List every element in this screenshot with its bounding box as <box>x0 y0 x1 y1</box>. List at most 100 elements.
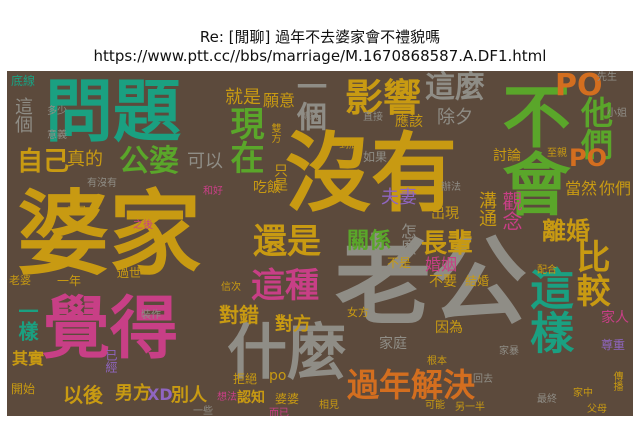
word: 關係 <box>347 229 392 254</box>
word: 而已 <box>269 408 289 417</box>
word: 對方 <box>275 314 311 335</box>
word: 根本 <box>427 356 447 367</box>
word: 家人 <box>601 310 629 326</box>
word: 工具 <box>67 206 87 217</box>
word: 自己 <box>17 147 70 177</box>
word: 問題 <box>45 73 182 152</box>
word: 夫妻 <box>381 187 417 208</box>
word: 女方 <box>347 306 369 319</box>
word: 相見 <box>319 400 339 411</box>
word: 一年 <box>57 274 82 288</box>
thread-title: Re: [閒聊] 過年不去婆家會不禮貌嗎 <box>199 28 441 46</box>
word: PO <box>555 71 603 103</box>
word: 覺得 <box>42 290 179 369</box>
word: 配合 <box>537 265 557 276</box>
word: 這種 <box>251 266 319 306</box>
word: 還是 <box>253 222 321 262</box>
word: 可能 <box>425 400 445 411</box>
word: XD <box>147 385 173 404</box>
word: 你們 <box>599 179 632 198</box>
word: 開始 <box>11 382 36 396</box>
word: 其實 <box>12 349 45 368</box>
word: 真的 <box>67 149 103 170</box>
word: 這個 <box>12 97 33 133</box>
word: 當然 <box>565 179 598 198</box>
word: 溝通 <box>476 191 497 227</box>
word: 婆家 <box>17 181 202 288</box>
word: 離婚 <box>542 217 590 245</box>
word-cloud: 問題 沒有 不會 婆家 老公 覺得 什麼 這樣 影響 這麼 一個 現在 公婆 自… <box>7 71 633 416</box>
word: 現在 <box>224 106 264 174</box>
word: 先生 <box>597 72 617 83</box>
word: 出現 <box>431 206 459 222</box>
word: 比較 <box>570 239 610 307</box>
word: 吃飯 <box>253 180 281 196</box>
word: 之後 <box>133 220 153 231</box>
word: 可以 <box>187 151 223 172</box>
word: 老公 <box>335 226 527 338</box>
word: 家庭 <box>379 336 407 352</box>
word: 這麼 <box>425 71 485 105</box>
word: 到底 <box>339 140 359 151</box>
word: 不會 <box>490 81 569 217</box>
word: 公婆 <box>119 144 179 179</box>
word: 小姐 <box>607 108 627 119</box>
word: 如果 <box>363 150 388 164</box>
word: 有沒有 <box>87 178 117 189</box>
word: 結婚 <box>465 274 490 288</box>
word: 別人 <box>171 385 207 406</box>
word: 意義 <box>47 130 67 141</box>
word: 以後 <box>63 383 103 407</box>
header: Re: [閒聊] 過年不去婆家會不禮貌嗎 https://www.ptt.cc/… <box>0 0 640 70</box>
word: 一樣 <box>15 301 39 341</box>
word: 什麼 <box>227 318 347 388</box>
word: 另一半 <box>455 402 485 413</box>
word: 拒絕 <box>233 372 258 386</box>
word: po <box>269 368 287 384</box>
word: 想法 <box>217 392 237 403</box>
word: 多少 <box>47 106 67 117</box>
word: 家中 <box>573 388 593 399</box>
word: 過世 <box>117 266 142 280</box>
word: 裝作 <box>141 310 161 321</box>
word: 一些 <box>193 406 213 417</box>
word: 家暴 <box>499 346 519 357</box>
word: 這樣 <box>522 266 573 354</box>
word: 只是 <box>272 163 288 191</box>
word: 至親 <box>547 148 567 159</box>
word: 傳統 <box>301 112 320 122</box>
word: 老婆 <box>9 274 31 287</box>
word: 沒有 <box>285 124 457 224</box>
word: 就是 <box>225 87 261 108</box>
word: 婆婆 <box>275 392 300 406</box>
word: 應該 <box>395 114 423 130</box>
word: 回去 <box>473 374 493 385</box>
word: 最終 <box>537 394 557 405</box>
word: 男方 <box>115 383 151 404</box>
word: 辦法 <box>441 182 461 193</box>
word: 過年解決 <box>347 366 476 404</box>
word: 直接 <box>363 112 383 123</box>
word: 怎麼 <box>398 223 417 255</box>
word: 長輩 <box>421 229 474 259</box>
word: 和好 <box>203 186 223 197</box>
word: 雙方 <box>269 123 280 143</box>
word: 願意 <box>263 91 296 110</box>
word: 除夕 <box>437 107 473 128</box>
word: 認知 <box>237 390 265 406</box>
word: 一個 <box>291 71 326 131</box>
word: 尊重 <box>601 338 626 352</box>
word: 討論 <box>493 148 521 164</box>
word: 因為 <box>435 320 463 336</box>
word: 觀念 <box>499 191 523 231</box>
thread-url: https://www.ptt.cc//bbs/marriage/M.16708… <box>93 47 547 65</box>
word: 對錯 <box>219 303 259 327</box>
word: 已經 <box>104 349 118 373</box>
word: 不是 <box>387 256 412 270</box>
word: 傳播 <box>611 371 622 391</box>
word: 底線 <box>11 74 36 88</box>
word: PO <box>569 144 607 172</box>
word: 不要 <box>429 274 457 290</box>
word: 他們 <box>576 96 614 160</box>
word: 婚姻 <box>425 255 458 274</box>
